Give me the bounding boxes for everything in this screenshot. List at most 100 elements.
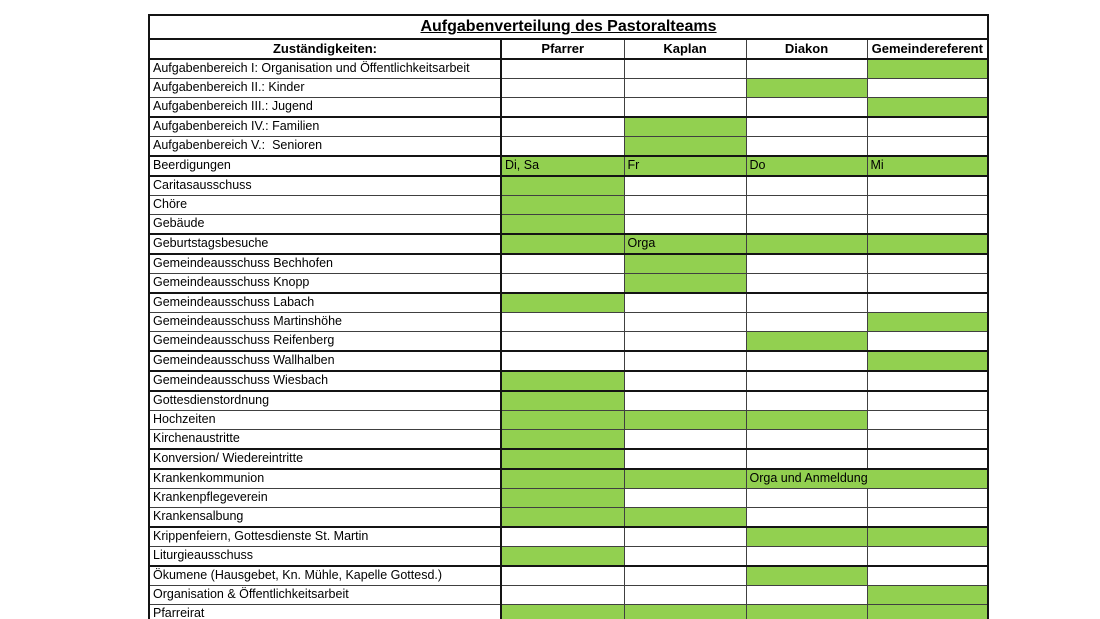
task-label: Gemeindeausschuss Martinshöhe	[148, 312, 502, 332]
assignment-cell-gemeindereferent	[866, 350, 989, 372]
assignment-cell-kaplan	[623, 507, 747, 528]
assignment-cell-gemeindereferent	[866, 604, 989, 619]
assignment-cell-pfarrer	[500, 410, 625, 430]
assignment-cell-diakon	[745, 526, 868, 547]
assignment-cell-pfarrer	[500, 331, 625, 352]
assignment-cell-pfarrer	[500, 448, 625, 470]
task-label: Aufgabenbereich IV.: Familien	[148, 116, 502, 137]
task-label: Krankenpflegeverein	[148, 488, 502, 508]
assignment-cell-gemeindereferent	[866, 488, 989, 508]
task-row: Krankensalbung	[148, 507, 989, 528]
assignment-cell-diakon	[745, 507, 868, 528]
assignment-cell-diakon	[745, 350, 868, 372]
assignment-cell-kaplan	[623, 565, 747, 586]
task-label: Kirchenaustritte	[148, 429, 502, 450]
assignment-cell-gemeindereferent	[866, 214, 989, 235]
assignment-cell-diakon	[745, 233, 868, 255]
assignment-cell-gemeindereferent	[866, 390, 989, 411]
assignment-cell-pfarrer	[500, 195, 625, 215]
task-label: Krippenfeiern, Gottesdienste St. Martin	[148, 526, 502, 547]
task-label: Organisation & Öffentlichkeitsarbeit	[148, 585, 502, 605]
task-row: Beerdigungen Di, Sa Fr Do Mi	[148, 155, 989, 177]
column-header-responsibilities: Zuständigkeiten:	[148, 38, 502, 60]
assignment-cell-kaplan	[623, 273, 747, 294]
task-label: Aufgabenbereich V.: Senioren	[148, 136, 502, 157]
assignment-cell-gemeindereferent	[866, 448, 989, 470]
task-label: Gemeindeausschuss Labach	[148, 292, 502, 313]
assignment-cell-pfarrer	[500, 546, 625, 567]
task-table-body: Aufgabenbereich I: Organisation und Öffe…	[148, 58, 989, 619]
assignment-cell-diakon	[745, 312, 868, 332]
assignment-cell-gemeindereferent	[866, 526, 989, 547]
task-label: Aufgabenbereich III.: Jugend	[148, 97, 502, 118]
assignment-cell-kaplan: Fr	[623, 155, 747, 177]
task-row: Aufgabenbereich IV.: Familien	[148, 116, 989, 137]
task-label: Ökumene (Hausgebet, Kn. Mühle, Kapelle G…	[148, 565, 502, 586]
assignment-cell-kaplan	[623, 488, 747, 508]
assignment-cell-gemeindereferent	[866, 78, 989, 98]
task-row: Hochzeiten	[148, 410, 989, 430]
task-row: Gemeindeausschuss Wallhalben	[148, 350, 989, 372]
task-label: Krankensalbung	[148, 507, 502, 528]
task-row: Geburtstagsbesuche Orga	[148, 233, 989, 255]
assignment-cell-kaplan	[623, 350, 747, 372]
assignment-cell-pfarrer	[500, 253, 625, 274]
assignment-cell-kaplan	[623, 370, 747, 392]
assignment-cell-gemeindereferent	[866, 273, 989, 294]
assignment-cell-pfarrer	[500, 214, 625, 235]
task-label: Caritasausschuss	[148, 175, 502, 196]
assignment-cell-diakon	[745, 585, 868, 605]
assignment-cell-gemeindereferent	[866, 253, 989, 274]
assignment-cell-kaplan	[623, 175, 747, 196]
header-row: Zuständigkeiten: Pfarrer Kaplan Diakon G…	[148, 38, 989, 60]
assignment-cell-diakon	[745, 488, 868, 508]
task-label: Aufgabenbereich I: Organisation und Öffe…	[148, 58, 502, 79]
assignment-cell-diakon	[745, 78, 868, 98]
task-label: Gemeindeausschuss Knopp	[148, 273, 502, 294]
assignment-cell-diakon	[745, 370, 868, 392]
assignment-cell-gemeindereferent	[866, 546, 989, 567]
assignment-cell-diakon	[745, 175, 868, 196]
task-label: Hochzeiten	[148, 410, 502, 430]
task-label: Geburtstagsbesuche	[148, 233, 502, 255]
assignment-cell-kaplan	[623, 214, 747, 235]
task-row: Liturgieausschuss	[148, 546, 989, 567]
task-row: Aufgabenbereich V.: Senioren	[148, 136, 989, 157]
column-header-diakon: Diakon	[745, 38, 868, 60]
assignment-cell-diakon	[745, 390, 868, 411]
assignment-cell-diakon	[745, 429, 868, 450]
task-row: Kirchenaustritte	[148, 429, 989, 450]
assignment-cell-kaplan	[623, 78, 747, 98]
assignment-cell-diakon	[745, 97, 868, 118]
assignment-cell-diakon	[745, 273, 868, 294]
task-label: Aufgabenbereich II.: Kinder	[148, 78, 502, 98]
assignment-cell-diakon: Orga und Anmeldung	[745, 468, 989, 489]
assignment-cell-pfarrer	[500, 350, 625, 372]
assignment-cell-pfarrer	[500, 390, 625, 411]
assignment-cell-kaplan	[623, 546, 747, 567]
task-label: Chöre	[148, 195, 502, 215]
task-row: Organisation & Öffentlichkeitsarbeit	[148, 585, 989, 605]
assignment-cell-gemeindereferent	[866, 136, 989, 157]
task-row: Gemeindeausschuss Bechhofen	[148, 253, 989, 274]
task-row: Ökumene (Hausgebet, Kn. Mühle, Kapelle G…	[148, 565, 989, 586]
assignment-cell-gemeindereferent	[866, 331, 989, 352]
assignment-cell-pfarrer	[500, 507, 625, 528]
title-row: Aufgabenverteilung des Pastoralteams	[147, 14, 990, 40]
task-row: Aufgabenbereich I: Organisation und Öffe…	[148, 58, 989, 79]
task-row: Krankenkommunion Orga und Anmeldung	[148, 468, 989, 489]
assignment-cell-gemeindereferent	[866, 312, 989, 332]
assignment-table: Aufgabenverteilung des Pastoralteams Zus…	[147, 14, 990, 619]
assignment-cell-kaplan	[623, 116, 747, 137]
task-label: Gottesdienstordnung	[148, 390, 502, 411]
assignment-cell-kaplan	[623, 468, 747, 489]
assignment-cell-diakon	[745, 195, 868, 215]
assignment-cell-gemeindereferent	[866, 565, 989, 586]
assignment-cell-diakon	[745, 292, 868, 313]
assignment-cell-pfarrer	[500, 604, 625, 619]
task-row: Gebäude	[148, 214, 989, 235]
assignment-cell-pfarrer	[500, 585, 625, 605]
assignment-cell-diakon	[745, 116, 868, 137]
task-label: Gemeindeausschuss Bechhofen	[148, 253, 502, 274]
assignment-cell-kaplan	[623, 292, 747, 313]
